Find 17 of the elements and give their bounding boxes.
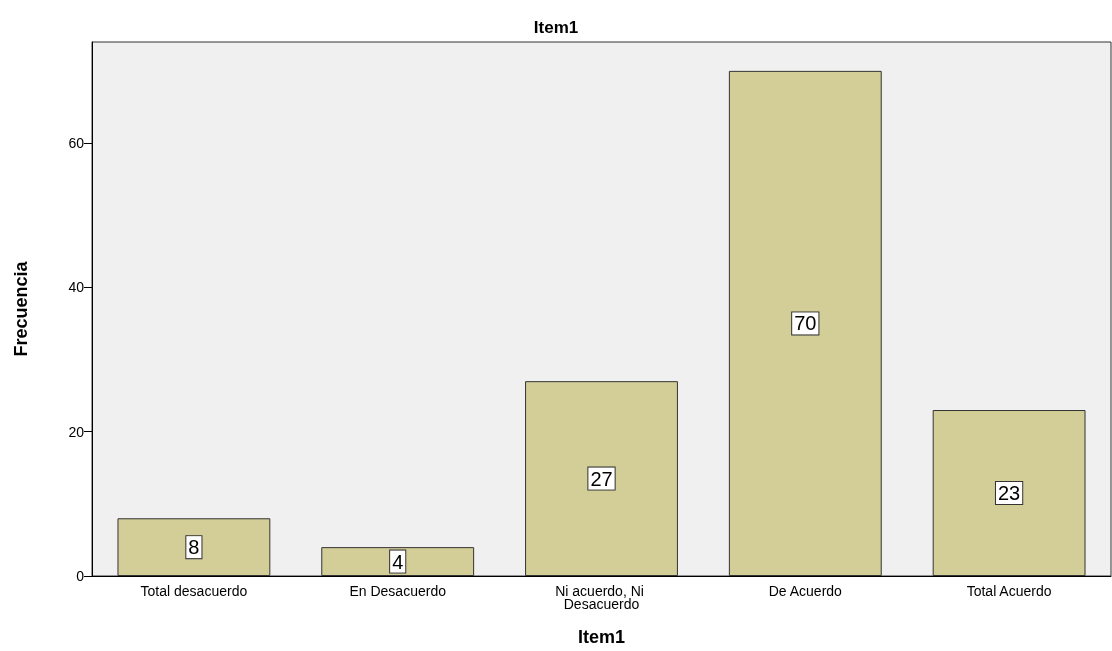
x-tick-label: En Desacuerdo	[349, 582, 447, 599]
data-label: 27	[590, 467, 613, 490]
y-tick-label: 20	[68, 423, 85, 440]
y-tick-label: 40	[68, 279, 85, 296]
x-tick-label: Total desacuerdo	[140, 582, 248, 599]
y-tick-label: 0	[76, 568, 85, 584]
y-tick-label: 60	[68, 135, 85, 152]
x-tick-label: Ni acuerdo, Ni Desacuerdo	[555, 582, 648, 612]
x-tick-label: De Acuerdo	[768, 582, 843, 599]
x-axis-title: Item1	[577, 627, 626, 647]
data-label: 8	[188, 536, 200, 559]
data-label: 23	[997, 482, 1021, 505]
x-tick-label: Total Acuerdo	[966, 582, 1052, 599]
y-axis-title: Frecuencia	[11, 260, 31, 357]
data-label: 4	[392, 550, 404, 573]
data-label: 70	[794, 312, 817, 335]
chart-title: Item1	[533, 18, 579, 37]
